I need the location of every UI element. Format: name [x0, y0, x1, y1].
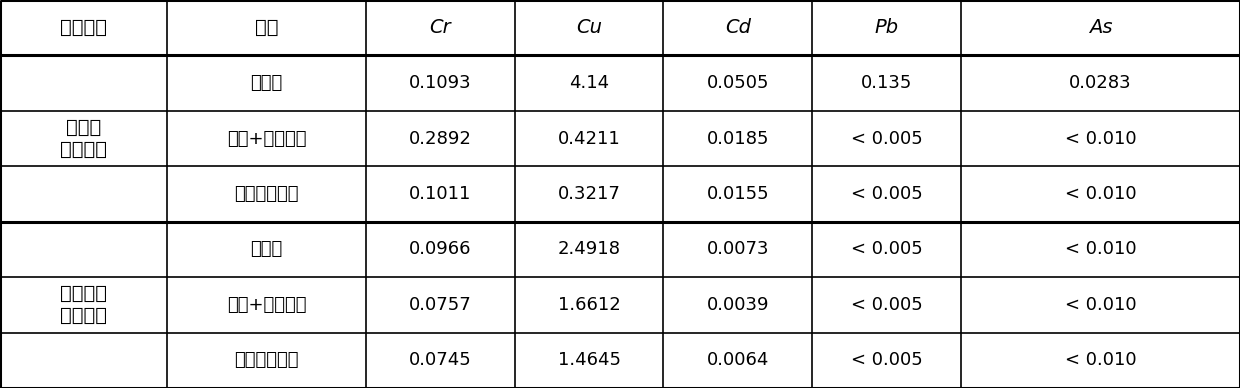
Text: < 0.010: < 0.010 — [1065, 185, 1136, 203]
Text: 0.4211: 0.4211 — [558, 130, 620, 147]
Text: Cr: Cr — [429, 18, 451, 37]
Text: 1.6612: 1.6612 — [558, 296, 620, 314]
Text: 1.4645: 1.4645 — [558, 351, 620, 369]
Text: 0.0039: 0.0039 — [707, 296, 769, 314]
Text: < 0.005: < 0.005 — [851, 351, 923, 369]
Text: 0.0745: 0.0745 — [409, 351, 471, 369]
Text: 未稳定: 未稳定 — [250, 74, 283, 92]
Text: 0.1093: 0.1093 — [409, 74, 471, 92]
Text: < 0.010: < 0.010 — [1065, 296, 1136, 314]
Text: 处理: 处理 — [255, 18, 278, 37]
Text: 空心菜
（泰国）: 空心菜 （泰国） — [61, 118, 107, 159]
Text: 0.3217: 0.3217 — [558, 185, 620, 203]
Text: 石灰+钙镁磷肥: 石灰+钙镁磷肥 — [227, 130, 306, 147]
Text: 蔬菜品种: 蔬菜品种 — [61, 18, 107, 37]
Text: < 0.005: < 0.005 — [851, 130, 923, 147]
Text: 0.2892: 0.2892 — [409, 130, 471, 147]
Text: 0.0966: 0.0966 — [409, 241, 471, 258]
Text: As: As — [1089, 18, 1112, 37]
Text: 0.0283: 0.0283 — [1069, 74, 1132, 92]
Text: 0.0757: 0.0757 — [409, 296, 471, 314]
Text: < 0.010: < 0.010 — [1065, 241, 1136, 258]
Text: 0.0505: 0.0505 — [707, 74, 769, 92]
Text: Cd: Cd — [725, 18, 750, 37]
Text: 0.0073: 0.0073 — [707, 241, 769, 258]
Text: Cu: Cu — [577, 18, 601, 37]
Text: < 0.005: < 0.005 — [851, 185, 923, 203]
Text: 本发明稳定剂: 本发明稳定剂 — [234, 185, 299, 203]
Text: 未稳定: 未稳定 — [250, 241, 283, 258]
Text: 0.0064: 0.0064 — [707, 351, 769, 369]
Text: 石灰+钙镁磷肥: 石灰+钙镁磷肥 — [227, 296, 306, 314]
Text: 毛豆（旱
作作物）: 毛豆（旱 作作物） — [61, 284, 107, 326]
Text: 4.14: 4.14 — [569, 74, 609, 92]
Text: < 0.010: < 0.010 — [1065, 351, 1136, 369]
Text: Pb: Pb — [874, 18, 899, 37]
Text: < 0.010: < 0.010 — [1065, 130, 1136, 147]
Text: 0.0155: 0.0155 — [707, 185, 769, 203]
Text: 0.0185: 0.0185 — [707, 130, 769, 147]
Text: 0.1011: 0.1011 — [409, 185, 471, 203]
Text: 2.4918: 2.4918 — [558, 241, 620, 258]
Text: < 0.005: < 0.005 — [851, 296, 923, 314]
Text: 本发明稳定剂: 本发明稳定剂 — [234, 351, 299, 369]
Text: 0.135: 0.135 — [861, 74, 913, 92]
Text: < 0.005: < 0.005 — [851, 241, 923, 258]
